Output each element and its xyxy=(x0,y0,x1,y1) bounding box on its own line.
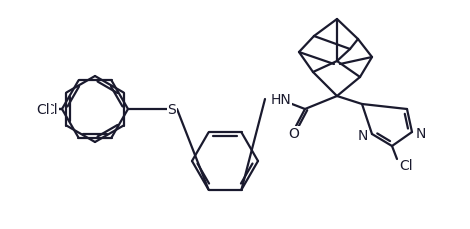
Text: N: N xyxy=(358,128,368,142)
Text: Cl: Cl xyxy=(399,160,413,174)
Text: S: S xyxy=(168,104,176,117)
Text: O: O xyxy=(289,126,299,141)
Text: HN: HN xyxy=(271,93,292,107)
Text: N: N xyxy=(416,126,426,141)
Text: Cl: Cl xyxy=(36,104,50,117)
Text: Cl: Cl xyxy=(44,104,58,117)
